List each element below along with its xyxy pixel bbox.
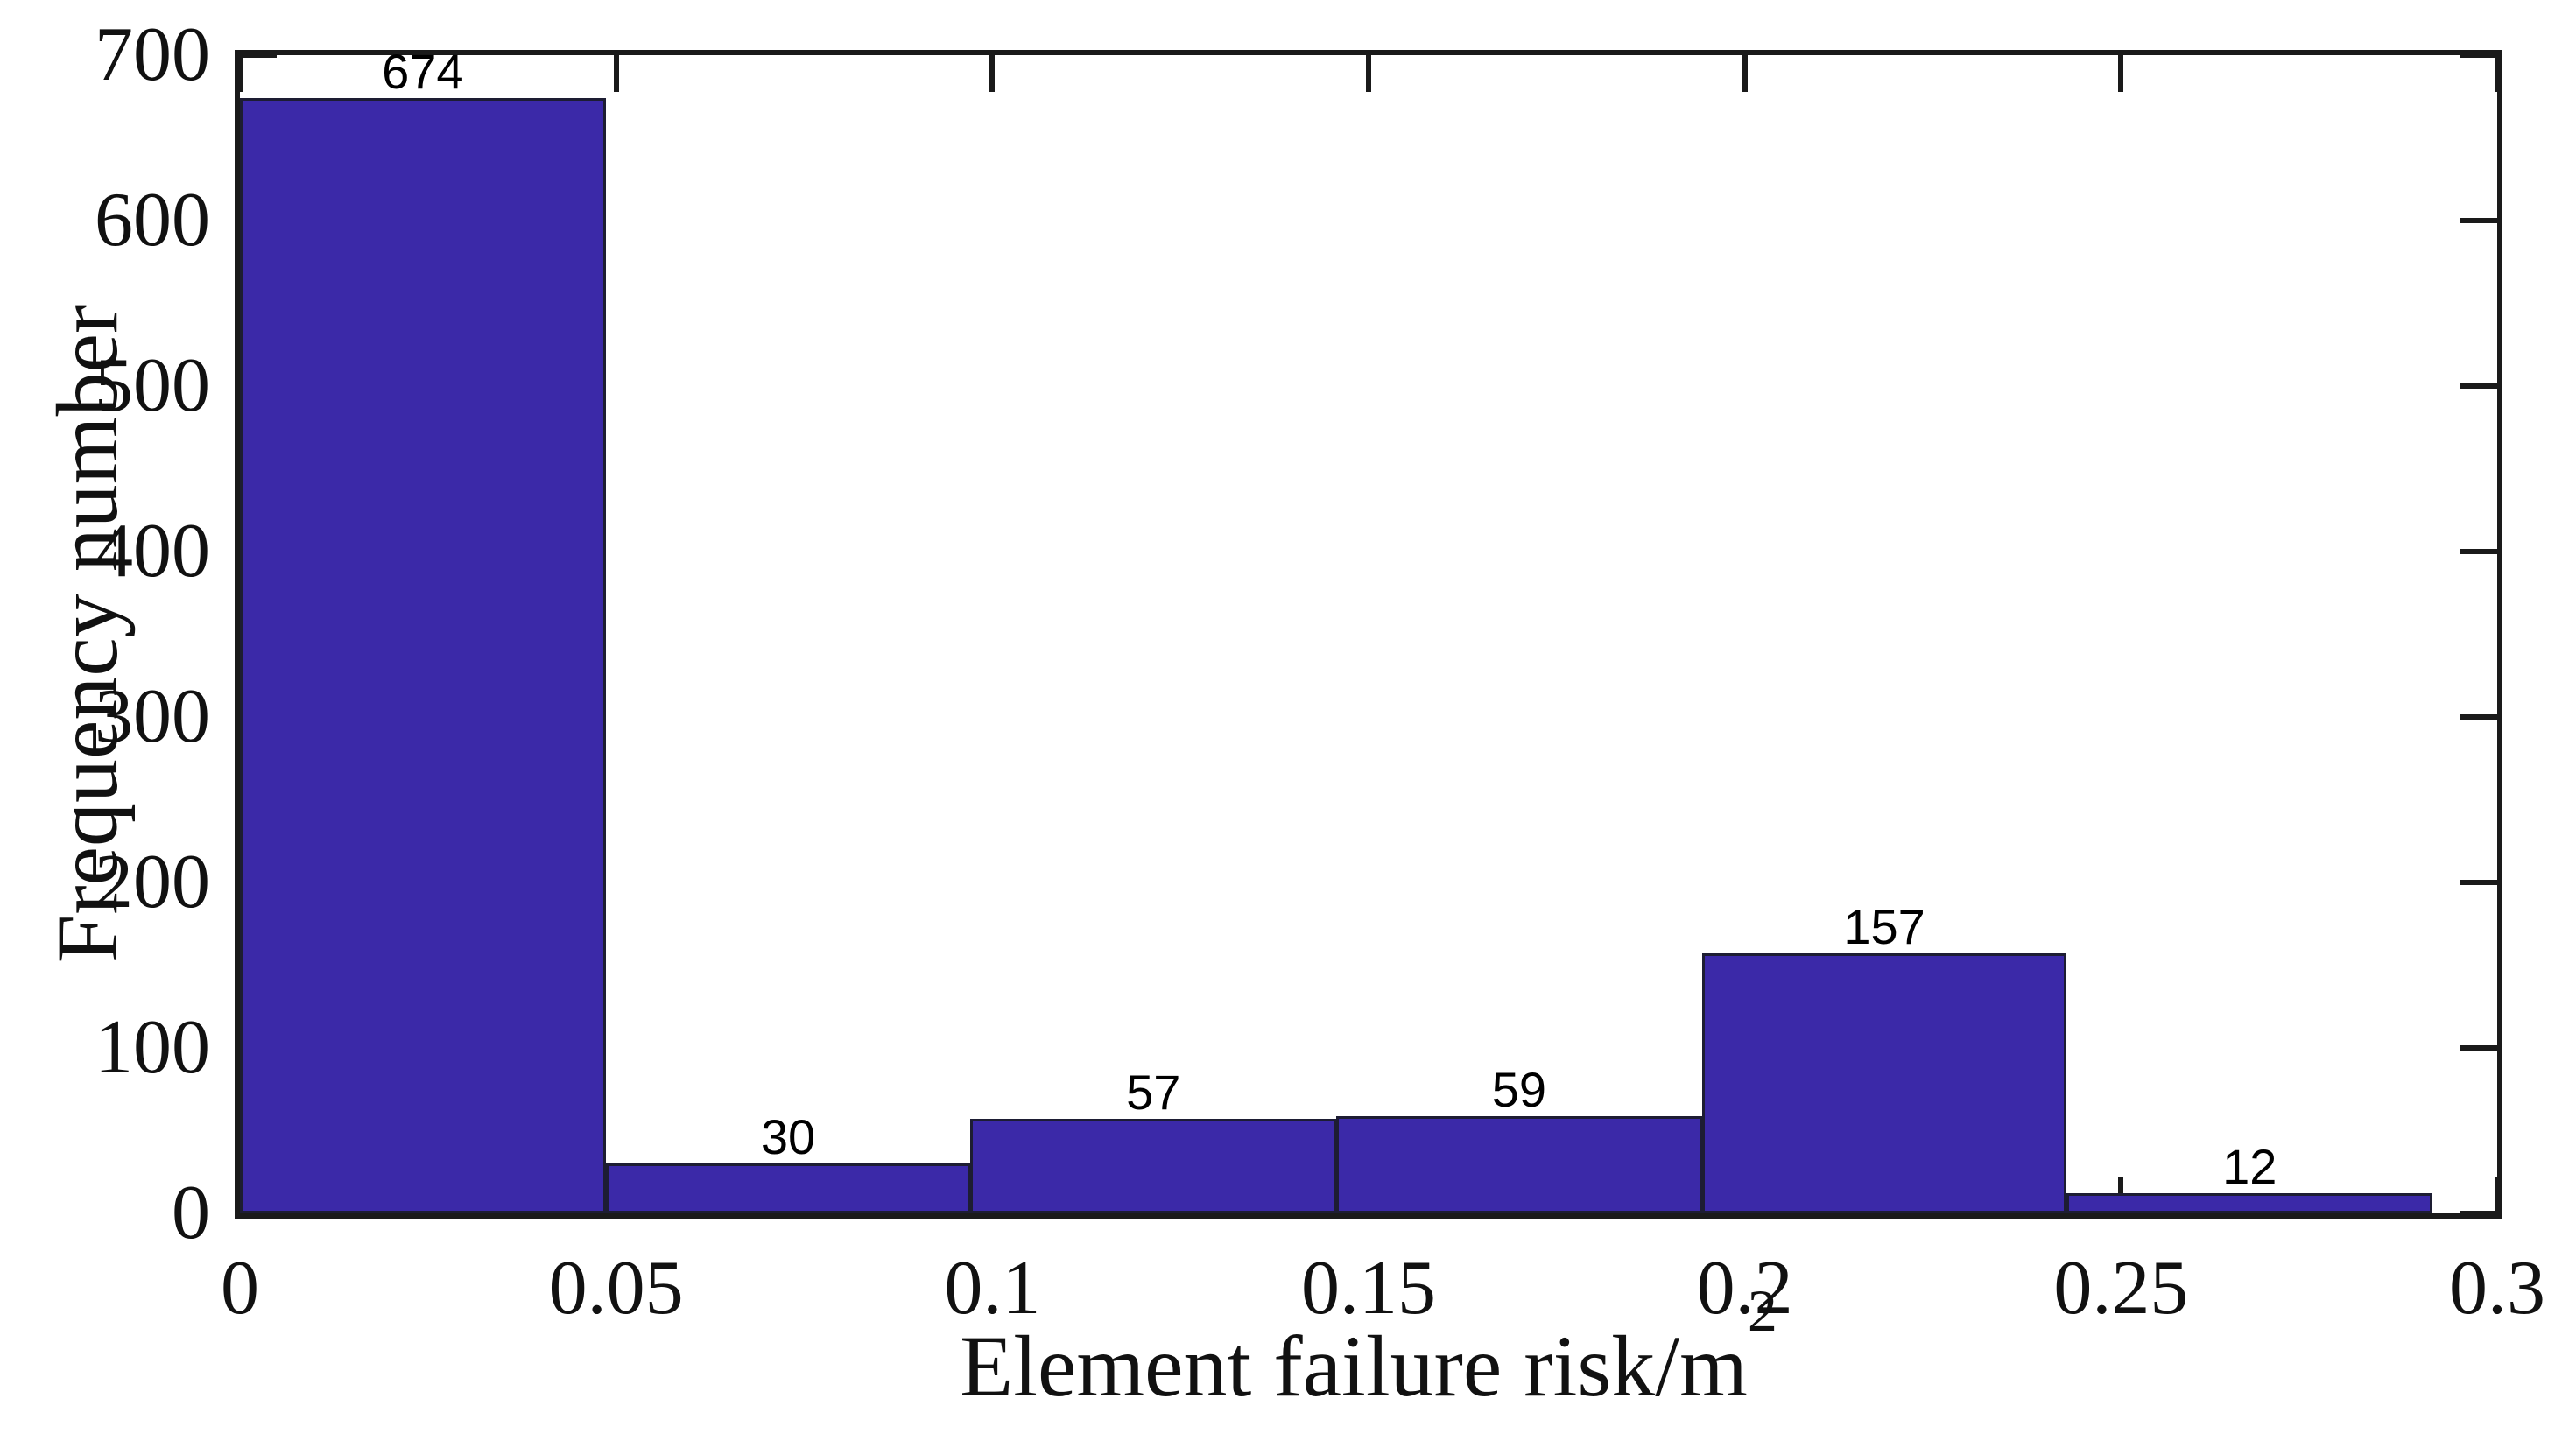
x-axis-label-superscript: 2 (1747, 1276, 1777, 1344)
bar-value-label: 57 (1126, 1065, 1181, 1121)
x-tick-top (2118, 55, 2124, 92)
x-axis-label: Element failure risk/m2 (960, 1281, 1777, 1415)
y-tick-label: 700 (95, 12, 210, 97)
y-tick-right (2460, 880, 2497, 885)
y-axis-label: Frequency number (39, 304, 136, 964)
bar-value-label: 157 (1843, 899, 1925, 955)
x-tick-label: 0.15 (1301, 1246, 1436, 1331)
y-tick-left (240, 53, 277, 58)
y-tick-right (2460, 1045, 2497, 1051)
x-tick-label: 0 (221, 1246, 259, 1331)
x-tick-top (989, 55, 996, 92)
y-tick-right (2460, 53, 2497, 58)
y-tick-label: 300 (95, 674, 210, 759)
histogram-bar (2066, 1193, 2433, 1213)
x-tick-top (1742, 55, 1748, 92)
y-tick-label: 600 (95, 178, 210, 263)
y-tick-label: 400 (95, 509, 210, 594)
y-tick-label: 500 (95, 343, 210, 428)
y-tick-label: 0 (172, 1170, 210, 1255)
y-tick-left (240, 1211, 277, 1216)
bar-value-label: 674 (382, 44, 464, 100)
x-tick-label: 0.05 (548, 1246, 684, 1331)
x-tick-label: 0.1 (944, 1246, 1041, 1331)
plot-inner: 674 30 57 59 157 12 (237, 47, 2500, 1216)
bar-value-label: 12 (2222, 1139, 2277, 1195)
y-tick-right (2460, 549, 2497, 554)
bar-value-label: 30 (760, 1109, 816, 1165)
y-tick-right (2460, 218, 2497, 223)
histogram-bar (970, 1119, 1337, 1213)
x-tick-top (1366, 55, 1371, 92)
y-tick-right (2460, 383, 2497, 389)
x-tick-top (2495, 55, 2500, 92)
histogram-bar (1336, 1115, 1702, 1213)
plot-area: 674 30 57 59 157 12 (235, 47, 2502, 1219)
y-tick-label: 100 (95, 1005, 210, 1090)
x-tick-label: 0.2 (1696, 1246, 1793, 1331)
y-tick-right (2460, 714, 2497, 720)
x-tick-top (613, 55, 619, 92)
x-tick-label: 0.3 (2449, 1246, 2545, 1331)
y-tick-right (2460, 1211, 2497, 1216)
x-tick-top (237, 55, 243, 92)
histogram-bar (605, 1163, 971, 1213)
histogram-bar (1701, 953, 2067, 1213)
x-tick-bottom (2495, 1177, 2500, 1213)
histogram-bar (240, 98, 606, 1213)
y-tick-label: 200 (95, 840, 210, 924)
x-axis-label-text: Element failure risk/m (960, 1318, 1748, 1415)
x-tick-label: 0.25 (2053, 1246, 2189, 1331)
bar-value-label: 59 (1491, 1061, 1547, 1117)
